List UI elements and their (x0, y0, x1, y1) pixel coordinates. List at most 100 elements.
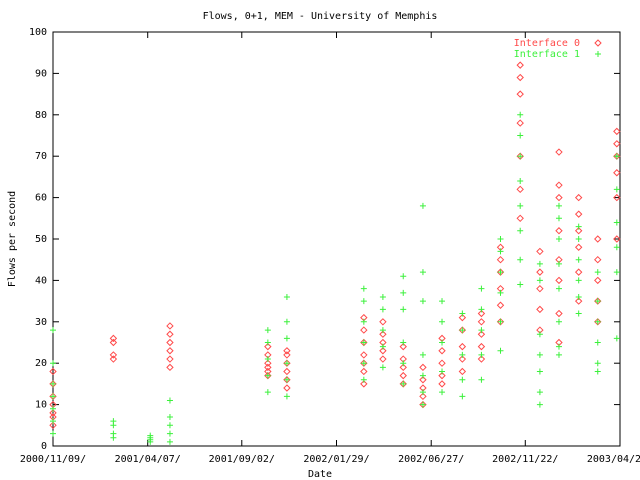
data-point (536, 247, 544, 256)
data-point (555, 148, 563, 156)
data-point (264, 327, 271, 334)
data-point (536, 389, 543, 396)
data-point (166, 397, 173, 404)
x-tick-label: 2001/09/02/ (209, 454, 275, 465)
data-point (555, 202, 562, 209)
data-point (613, 193, 621, 202)
data-point (360, 318, 367, 325)
data-point (555, 215, 562, 222)
data-point (439, 389, 446, 396)
data-point (110, 430, 117, 437)
data-point (166, 430, 173, 437)
data-point (594, 318, 601, 325)
data-point (360, 339, 367, 346)
data-point (438, 359, 446, 367)
data-point (50, 360, 56, 367)
data-point (517, 178, 524, 185)
data-point (283, 293, 290, 300)
y-tick-label: 40 (35, 275, 47, 286)
data-point (477, 342, 486, 351)
data-point (264, 342, 272, 351)
data-point (458, 367, 467, 376)
data-point (439, 368, 446, 375)
data-point (419, 202, 426, 209)
data-point (360, 285, 367, 292)
data-point (555, 343, 562, 350)
data-point (419, 363, 427, 372)
data-point (516, 90, 524, 98)
data-point (613, 335, 620, 342)
data-point (166, 322, 174, 330)
data-point (497, 248, 504, 255)
y-tick-label: 100 (29, 27, 47, 38)
data-point (594, 368, 601, 375)
data-point (50, 327, 56, 334)
data-point (555, 309, 563, 318)
data-point (50, 393, 56, 400)
data-point (574, 210, 583, 218)
data-point (613, 140, 621, 148)
data-point (594, 360, 601, 367)
data-point (166, 422, 173, 429)
data-point (478, 285, 485, 292)
data-point (166, 438, 173, 445)
data-point (459, 310, 466, 317)
data-point (478, 376, 485, 383)
data-point (419, 372, 426, 379)
data-point (419, 389, 426, 396)
data-point (555, 285, 562, 292)
y-tick-label: 10 (35, 400, 47, 411)
data-point (264, 359, 272, 367)
x-tick-label: 2002/01/29/ (303, 454, 369, 465)
data-point (459, 376, 466, 383)
data-point (360, 367, 368, 376)
data-point (50, 405, 56, 412)
data-point (517, 256, 524, 263)
data-point (166, 363, 174, 372)
y-tick-label: 60 (35, 193, 47, 204)
data-point (283, 318, 290, 325)
data-point (419, 401, 426, 408)
data-point (399, 363, 407, 372)
x-tick-label: 2000/11/09/ (20, 454, 86, 465)
data-point (399, 371, 407, 380)
y-axis-label: Flows per second (7, 191, 18, 287)
data-point (497, 236, 504, 242)
y-tick-label: 70 (35, 151, 47, 162)
data-point (360, 326, 368, 334)
data-point (497, 318, 504, 325)
data-point (379, 318, 387, 326)
data-point (517, 281, 524, 288)
data-point (379, 364, 386, 371)
data-point (594, 235, 602, 243)
data-point (400, 360, 407, 367)
data-point (613, 127, 621, 136)
data-point (555, 236, 562, 242)
data-point (477, 330, 486, 338)
data-point (147, 432, 154, 439)
data-point (419, 298, 426, 305)
data-point (516, 185, 524, 194)
data-point (283, 393, 290, 400)
data-point (419, 269, 426, 276)
data-point (166, 347, 174, 355)
data-point (50, 430, 56, 437)
data-point (594, 298, 601, 305)
data-point (478, 351, 485, 358)
data-point (574, 227, 583, 235)
data-point (400, 306, 407, 313)
data-point (439, 298, 446, 305)
data-point (264, 389, 271, 396)
data-point (536, 305, 544, 314)
data-point (419, 376, 427, 384)
data-point (264, 339, 271, 346)
data-point (459, 393, 466, 400)
data-point (478, 306, 485, 313)
data-point (50, 418, 56, 425)
data-point (459, 327, 466, 334)
data-point (575, 236, 582, 242)
data-point (379, 330, 387, 338)
data-point (575, 293, 582, 300)
